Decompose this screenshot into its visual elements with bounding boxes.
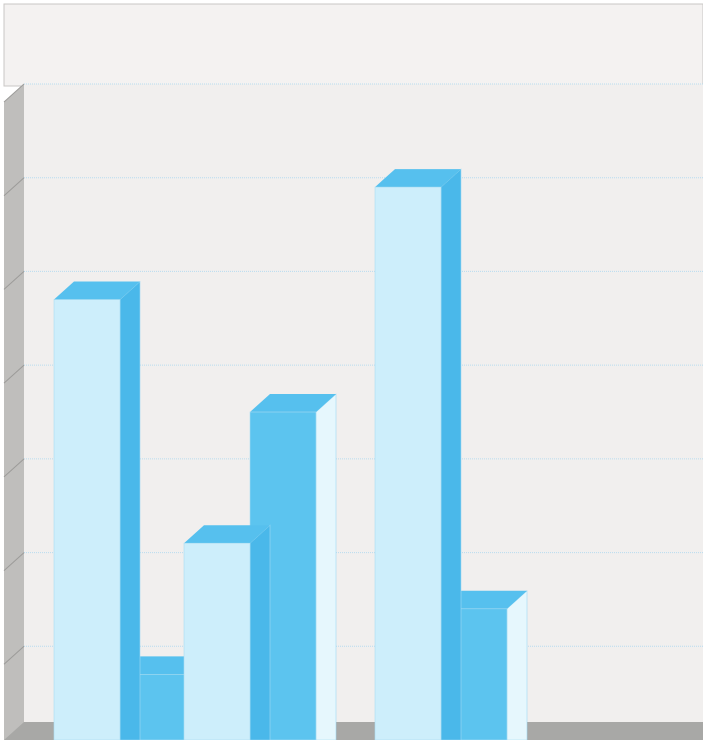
bar-series1-2-side: [249, 524, 271, 740]
bar-series2-2-side: [315, 393, 337, 740]
bar-series1-2: [183, 542, 251, 740]
bar-series1-3-top: [375, 169, 461, 188]
bar-series1-3: [374, 186, 442, 740]
side-gridline: [3, 645, 25, 665]
side-gridline: [3, 458, 25, 478]
bar-series1-1-top: [54, 281, 140, 300]
bar-series1-3-side: [440, 168, 462, 740]
left-wall: [4, 84, 24, 740]
side-gridline: [3, 177, 25, 197]
bar-series1-1: [53, 299, 121, 740]
bar-series1-2-top: [184, 525, 270, 544]
bar-series2-3-side: [506, 590, 528, 740]
bar-series2-2-top: [250, 394, 336, 412]
chart-header-band: [3, 3, 703, 87]
side-gridline: [3, 271, 25, 290]
side-gridline: [3, 83, 25, 103]
bar-series1-1-side: [119, 280, 141, 740]
bar-series2-3-top: [441, 590, 527, 609]
side-gridline: [3, 552, 25, 571]
side-gridline: [3, 364, 25, 384]
